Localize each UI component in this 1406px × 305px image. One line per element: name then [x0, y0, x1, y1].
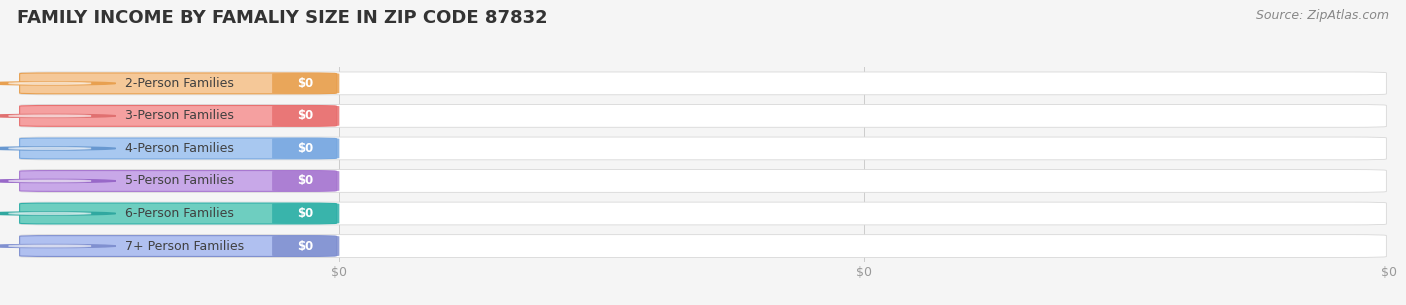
FancyBboxPatch shape	[273, 73, 339, 94]
FancyBboxPatch shape	[20, 137, 1386, 160]
FancyBboxPatch shape	[20, 105, 1386, 127]
FancyBboxPatch shape	[20, 170, 1386, 192]
FancyBboxPatch shape	[20, 202, 1386, 225]
Text: Source: ZipAtlas.com: Source: ZipAtlas.com	[1256, 9, 1389, 22]
Circle shape	[8, 245, 91, 247]
Text: $0: $0	[298, 109, 314, 122]
Circle shape	[8, 213, 91, 214]
Text: $0: $0	[298, 142, 314, 155]
Text: 2-Person Families: 2-Person Families	[125, 77, 235, 90]
Circle shape	[8, 147, 91, 149]
FancyBboxPatch shape	[20, 170, 336, 191]
Circle shape	[0, 179, 115, 182]
Text: $0: $0	[298, 239, 314, 253]
Circle shape	[8, 115, 91, 117]
Text: 3-Person Families: 3-Person Families	[125, 109, 235, 122]
Text: 4-Person Families: 4-Person Families	[125, 142, 235, 155]
FancyBboxPatch shape	[20, 235, 1386, 257]
Circle shape	[8, 180, 91, 182]
FancyBboxPatch shape	[273, 203, 339, 224]
Text: $0: $0	[298, 77, 314, 90]
FancyBboxPatch shape	[273, 236, 339, 256]
Text: 6-Person Families: 6-Person Families	[125, 207, 235, 220]
Circle shape	[8, 82, 91, 84]
Text: 5-Person Families: 5-Person Families	[125, 174, 235, 188]
Text: FAMILY INCOME BY FAMALIY SIZE IN ZIP CODE 87832: FAMILY INCOME BY FAMALIY SIZE IN ZIP COD…	[17, 9, 547, 27]
FancyBboxPatch shape	[20, 106, 336, 126]
Text: 7+ Person Families: 7+ Person Families	[125, 239, 245, 253]
FancyBboxPatch shape	[273, 138, 339, 159]
FancyBboxPatch shape	[20, 203, 336, 224]
FancyBboxPatch shape	[273, 171, 339, 191]
FancyBboxPatch shape	[20, 236, 336, 257]
FancyBboxPatch shape	[20, 72, 1386, 95]
Circle shape	[0, 114, 115, 117]
Circle shape	[0, 82, 115, 85]
Circle shape	[0, 245, 115, 248]
FancyBboxPatch shape	[20, 73, 336, 94]
FancyBboxPatch shape	[273, 106, 339, 126]
FancyBboxPatch shape	[20, 138, 336, 159]
Text: $0: $0	[298, 207, 314, 220]
Circle shape	[0, 212, 115, 215]
Circle shape	[0, 147, 115, 150]
Text: $0: $0	[298, 174, 314, 188]
